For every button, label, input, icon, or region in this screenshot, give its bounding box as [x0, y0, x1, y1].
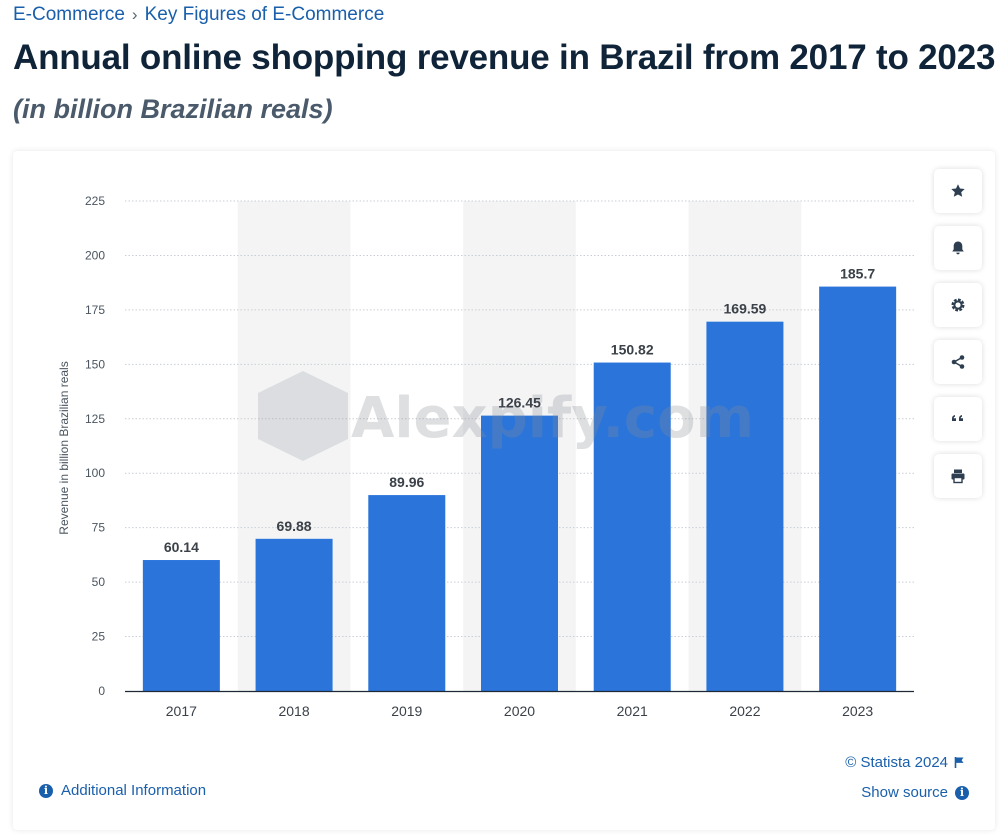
page-subtitle: (in billion Brazilian reals): [13, 94, 333, 124]
notification-button[interactable]: [934, 226, 982, 270]
bell-icon: [952, 241, 964, 255]
additional-info-button[interactable]: i Additional Information: [39, 782, 206, 799]
x-tick-label: 2023: [842, 703, 873, 719]
data-label: 69.88: [277, 518, 312, 534]
watermark-box-icon: [258, 371, 348, 461]
watermark-logo: [258, 371, 348, 461]
flag-icon: [954, 757, 964, 768]
bar-2018: [255, 538, 333, 691]
share-button[interactable]: [934, 340, 982, 384]
quote-icon: [952, 415, 963, 421]
data-label: 60.14: [164, 539, 199, 555]
y-tick-label: 100: [85, 466, 105, 480]
y-tick-label: 50: [92, 575, 106, 589]
bar-chart: 0 25 50 75 100 125 150 175 200 225 Alexpify.com 60.…: [57, 194, 914, 719]
y-axis-label: Revenue in billion Brazilian reals: [57, 361, 71, 534]
y-tick-label: 125: [85, 412, 105, 426]
x-tick-label: 2020: [504, 703, 535, 719]
bar-2021: [593, 362, 671, 691]
bar-2019: [368, 495, 446, 691]
favorite-button[interactable]: [934, 169, 982, 213]
data-label: 150.82: [611, 342, 654, 358]
breadcrumb-separator: ›: [131, 5, 138, 24]
y-tick-label: 175: [85, 303, 105, 317]
gear-icon: [951, 298, 965, 312]
x-tick-label: 2021: [617, 703, 648, 719]
x-tick-label: 2017: [166, 703, 197, 719]
chart-card: 0 25 50 75 100 125 150 175 200 225 Alexpify.com 60.…: [13, 151, 995, 830]
additional-info-label: Additional Information: [61, 782, 207, 799]
y-tick-label: 225: [85, 194, 105, 208]
watermark-text: Alexpify.com: [351, 386, 754, 451]
page-title: Annual online shopping revenue in Brazil…: [13, 38, 996, 77]
bar-2017: [142, 560, 220, 691]
data-label: 169.59: [724, 301, 767, 317]
x-tick-label: 2018: [278, 703, 309, 719]
show-source-label: Show source: [861, 784, 948, 801]
data-label: 89.96: [389, 474, 424, 490]
show-source-button[interactable]: Show source i: [861, 784, 969, 801]
copyright-text: © Statista 2024: [845, 754, 948, 771]
bar-2023: [819, 286, 897, 691]
y-tick-label: 25: [92, 630, 106, 644]
bar-2022: [706, 321, 784, 691]
share-icon: [951, 355, 965, 369]
cite-button[interactable]: [934, 397, 982, 441]
data-label: 185.7: [840, 266, 875, 282]
x-tick-label: 2022: [729, 703, 760, 719]
info-icon: i: [39, 783, 53, 798]
y-tick-label: 200: [85, 248, 105, 262]
print-icon: [951, 469, 965, 484]
star-icon: [951, 184, 965, 197]
bar-2020: [481, 415, 558, 691]
info-icon: i: [955, 785, 969, 800]
breadcrumb-link-key-figures[interactable]: Key Figures of E-Commerce: [144, 4, 385, 25]
x-tick-label: 2019: [391, 703, 422, 719]
settings-button[interactable]: [934, 283, 982, 327]
y-tick-label: 75: [92, 521, 106, 535]
y-tick-label: 0: [98, 684, 105, 698]
y-tick-label: 150: [85, 357, 105, 371]
data-label: 126.45: [498, 395, 541, 411]
breadcrumb-link-ecommerce[interactable]: E-Commerce: [13, 4, 125, 25]
breadcrumb: E-Commerce › Key Figures of E-Commerce: [13, 4, 384, 26]
print-button[interactable]: [934, 454, 982, 498]
copyright-link[interactable]: © Statista 2024: [845, 754, 965, 771]
